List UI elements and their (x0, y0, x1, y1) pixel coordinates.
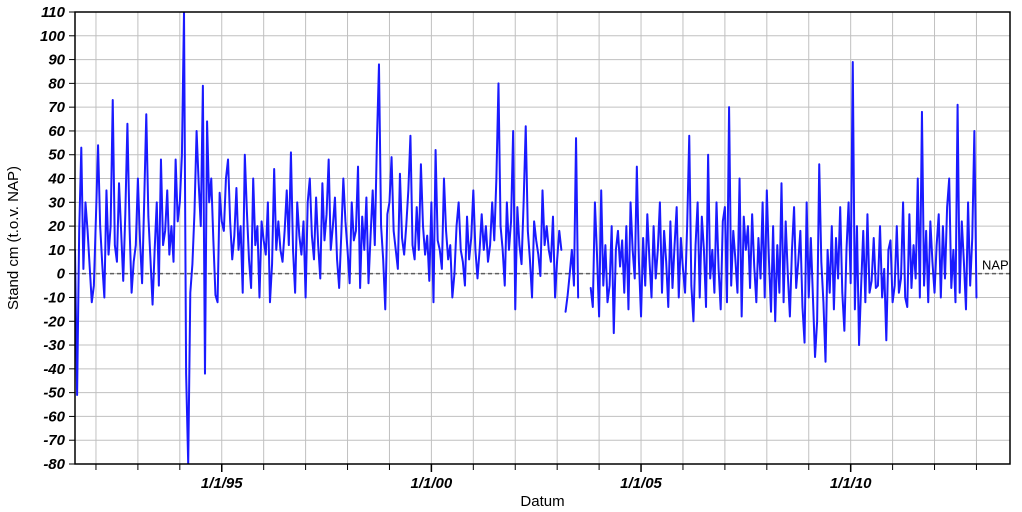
chart-container: -80 -70 -60 -50 -40 -30 -20 -10 0 10 20 30 40 50 60 70 8… (0, 0, 1022, 512)
y-tick-label: 40 (47, 171, 65, 188)
x-axis-title: Datum (520, 493, 564, 510)
y-tick-label: -20 (43, 313, 65, 330)
y-tick-label: 30 (48, 194, 65, 211)
y-tick-label: -30 (43, 337, 65, 354)
y-tick-label: 110 (41, 4, 66, 21)
x-tick-label: 1/1/95 (201, 475, 243, 492)
x-tick-label: 1/1/10 (830, 475, 872, 492)
y-tick-label: -40 (43, 361, 65, 378)
y-tick-label: -70 (43, 432, 65, 449)
y-tick-label: -10 (43, 289, 65, 306)
y-tick-label: 10 (48, 242, 65, 259)
chart-svg: -80 -70 -60 -50 -40 -30 -20 -10 0 10 20 30 40 50 60 70 8… (0, 0, 1022, 512)
y-tick-label: -80 (43, 456, 65, 473)
y-tick-label: 20 (47, 218, 65, 235)
y-tick-label: 100 (40, 28, 66, 45)
y-tick-label: 80 (48, 75, 65, 92)
y-tick-label: -50 (43, 385, 65, 402)
y-tick-label: -60 (43, 408, 65, 425)
y-tick-label: 70 (48, 99, 65, 116)
y-tick-label: 50 (48, 147, 65, 164)
y-tick-label: 90 (48, 52, 65, 69)
y-tick-label: 60 (48, 123, 65, 140)
x-tick-label: 1/1/00 (411, 475, 453, 492)
y-axis-title: Stand cm (t.o.v. NAP) (5, 166, 22, 310)
y-tick-label: 0 (57, 266, 66, 283)
reference-line-label: NAP (982, 258, 1009, 273)
x-tick-label: 1/1/05 (620, 475, 662, 492)
